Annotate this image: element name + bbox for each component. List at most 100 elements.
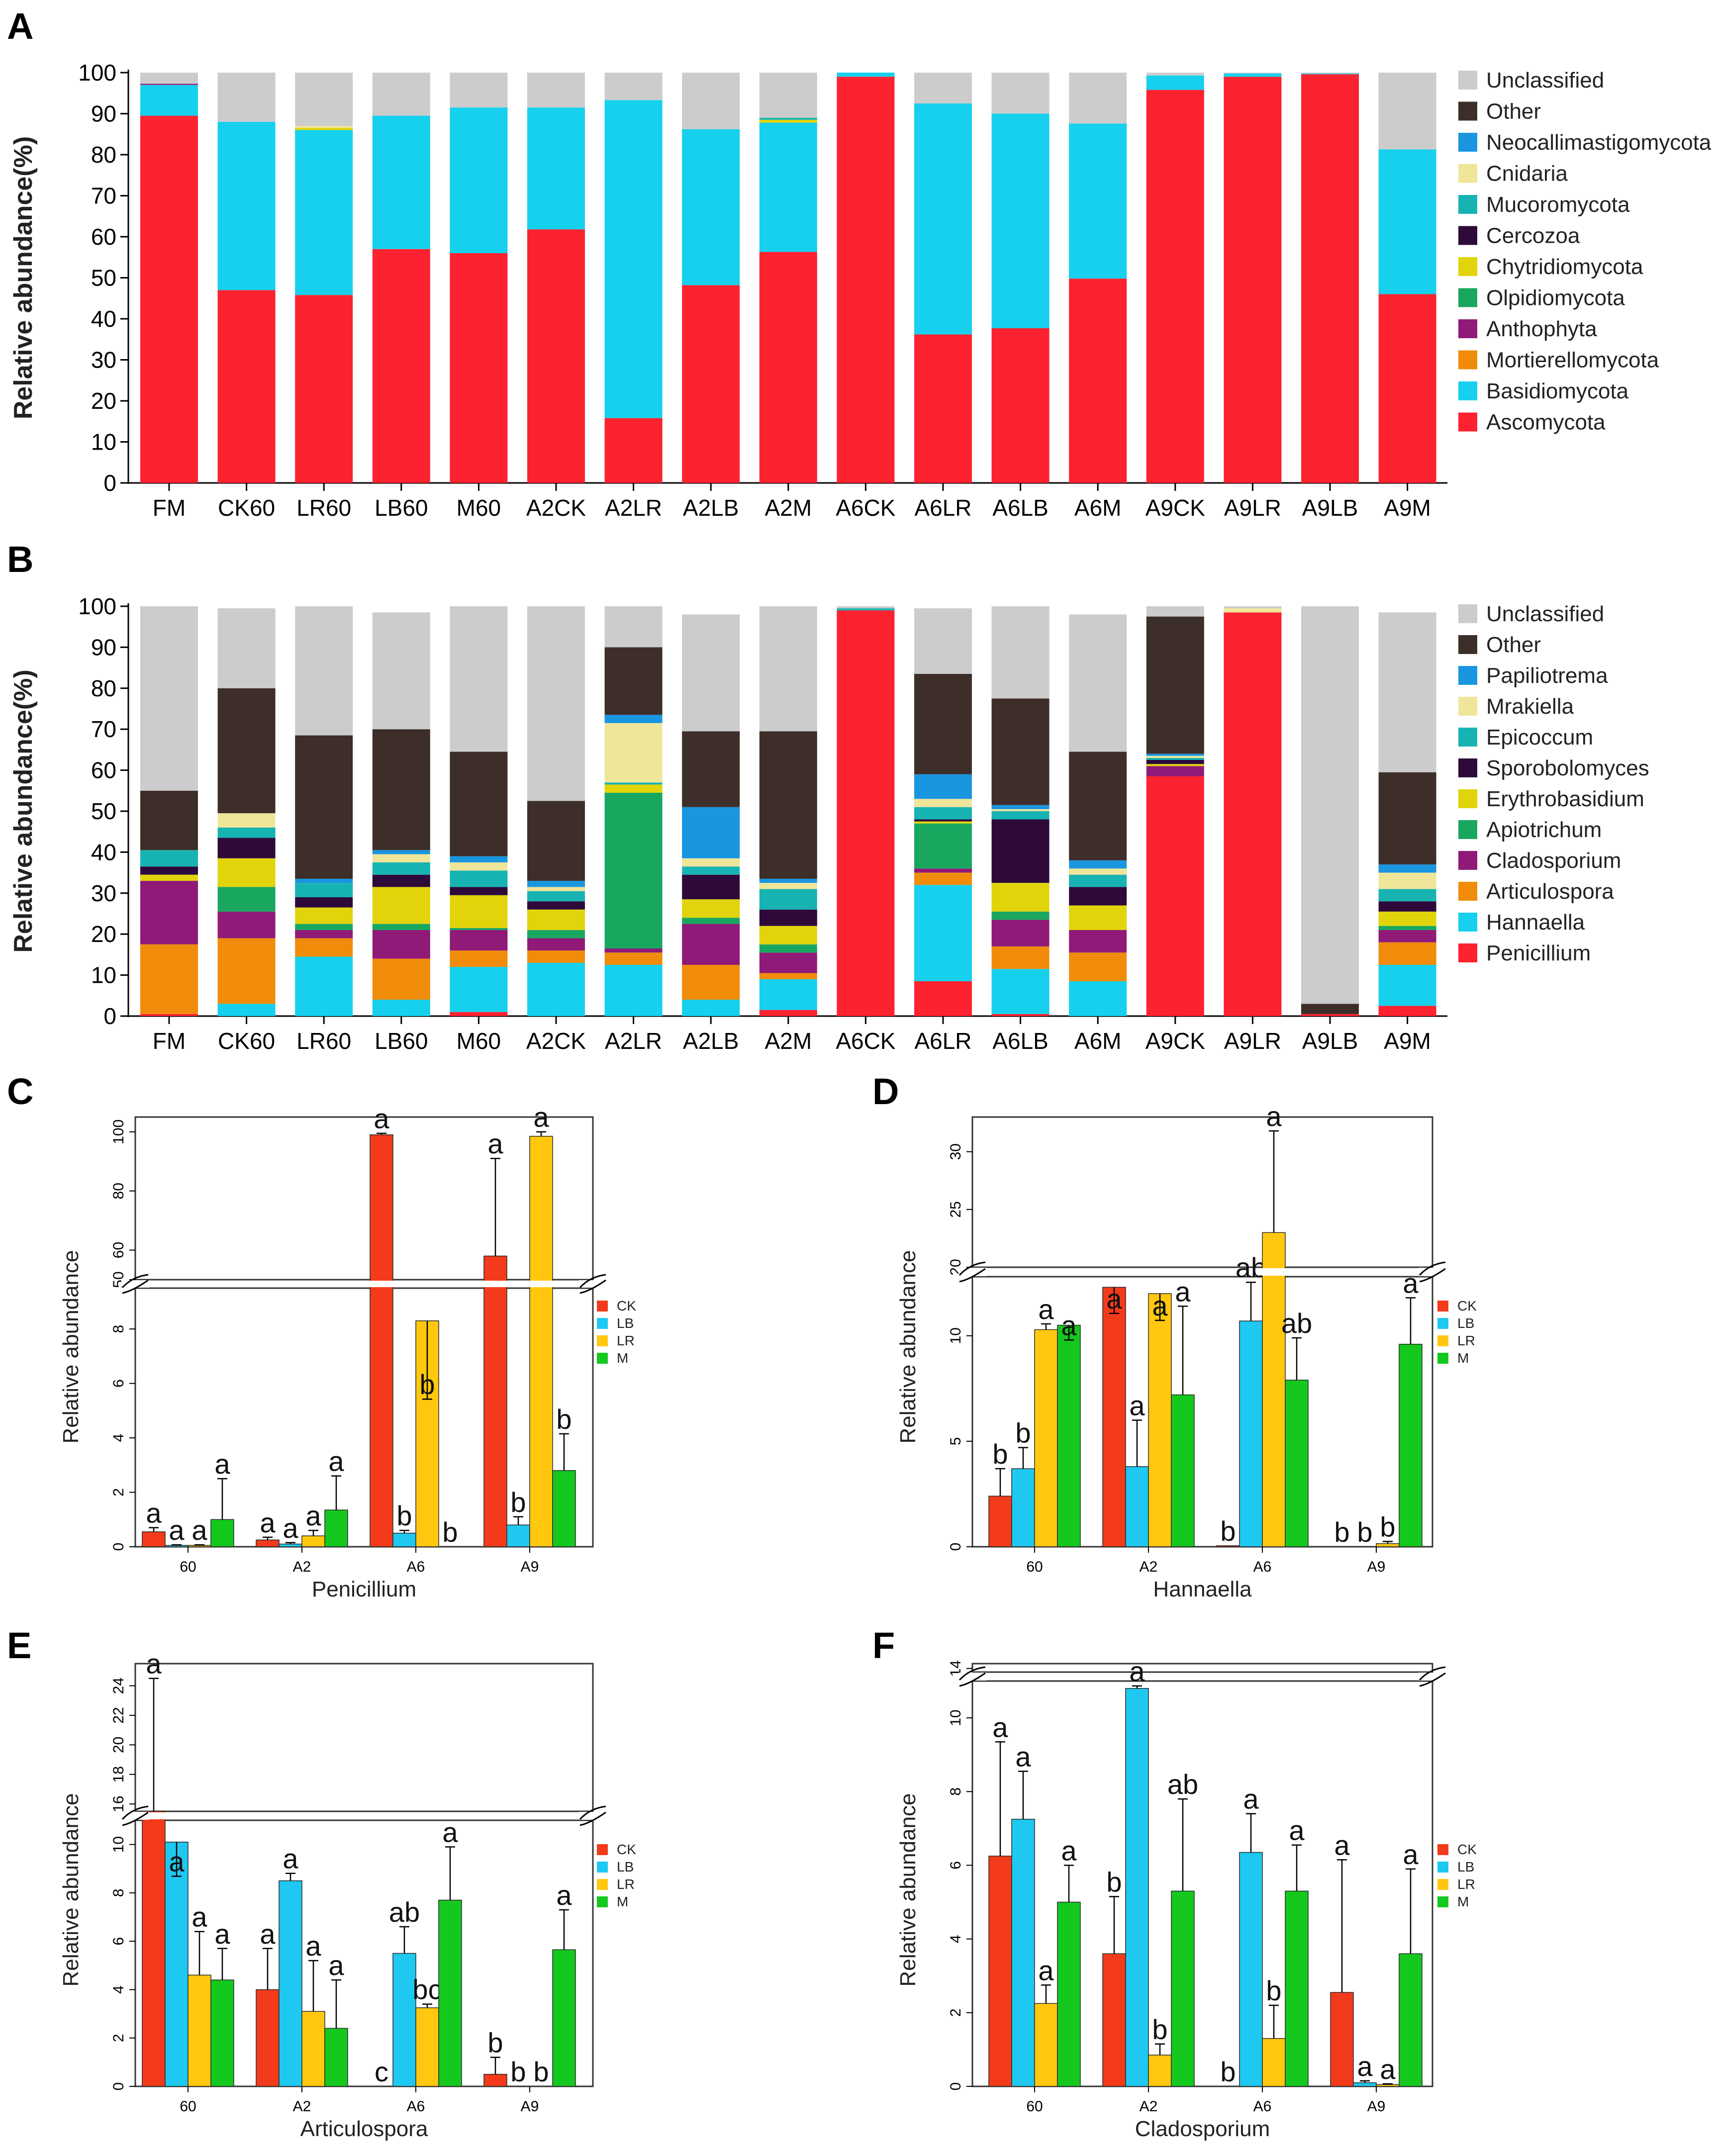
bar-segment-unclassified <box>1146 606 1204 617</box>
bar-segment-unclassified <box>372 73 430 116</box>
bar-segment-papiliotrema <box>527 881 585 887</box>
bar-segment-apiotrichum <box>914 823 972 869</box>
significance-letter: a <box>1038 1955 1054 1986</box>
bar-lr <box>1148 2055 1172 2087</box>
bar-segment-cladosporium <box>527 938 585 951</box>
bar-m <box>324 2028 348 2087</box>
bar-lb <box>165 1842 189 2087</box>
legend-swatch-unclassified <box>1458 604 1477 623</box>
legend-label: Cnidaria <box>1486 162 1568 186</box>
bar-segment-basidiomycota <box>450 107 508 253</box>
bar-m <box>1171 1890 1195 2087</box>
significance-letter: a <box>1061 1835 1077 1866</box>
x-tick-label: A2 <box>293 2098 311 2115</box>
bar-segment-papiliotrema <box>450 856 508 862</box>
x-tick-label: A6 <box>407 2098 425 2115</box>
panel-letter-A: A <box>7 5 33 47</box>
bar-segment-cnidaria <box>295 126 353 128</box>
bar-m <box>1171 1394 1195 1547</box>
bar-segment-basidiomycota <box>217 122 276 290</box>
bar-segment-unclassified <box>1069 73 1127 124</box>
legend-label: Articulospora <box>1486 879 1614 904</box>
bar-lb <box>1011 1468 1035 1547</box>
significance-letter: b <box>1220 1515 1236 1547</box>
x-tick-label: A2CK <box>526 495 586 521</box>
bar-segment-penicillium <box>140 1014 198 1016</box>
plot-frame-upper <box>134 1663 594 1812</box>
bar-m <box>1399 1953 1423 2087</box>
bar-segment-epicoccum <box>450 870 508 887</box>
y-tick-label: 24 <box>110 1678 127 1694</box>
significance-letter: a <box>1357 2051 1373 2082</box>
bar-segment-sporobolomyces <box>372 874 430 887</box>
bar-segment-apiotrichum <box>295 924 353 930</box>
legend-label: Hannaella <box>1486 910 1585 935</box>
significance-letter: a <box>1403 1267 1419 1299</box>
bar-segment-articulospora <box>295 938 353 957</box>
bar-segment-hannaella <box>372 1000 430 1016</box>
bar-segment-papiliotrema <box>295 878 353 883</box>
legend-label: CK <box>1457 1842 1477 1857</box>
legend-swatch-olpidiomycota <box>1458 288 1477 307</box>
panel-letter-F: F <box>872 1625 895 1666</box>
bar-segment-epicoccum <box>295 883 353 898</box>
bar-segment-articulospora <box>450 950 508 967</box>
panel-letter-E: E <box>7 1625 31 1666</box>
x-tick-label: LB60 <box>375 1028 428 1054</box>
significance-letter: b <box>1266 1975 1281 2006</box>
legend-swatch-lb <box>1437 1862 1448 1873</box>
x-axis-title: Articulospora <box>300 2117 428 2141</box>
bar-segment-apiotrichum <box>450 928 508 930</box>
legend-label: LB <box>617 1315 634 1331</box>
bar-segment-papiliotrema <box>914 774 972 799</box>
x-tick-label: 60 <box>180 2098 196 2115</box>
significance-letter: a <box>1403 1839 1419 1870</box>
legend-swatch-m <box>1437 1896 1448 1907</box>
y-tick-label: 100 <box>78 593 116 619</box>
bar-lr <box>188 1974 211 2087</box>
bar-segment-unclassified <box>914 73 972 103</box>
bar-segment-hannaella <box>914 885 972 981</box>
significance-letter: ab <box>1167 1769 1198 1800</box>
x-tick-label: A9M <box>1384 1028 1431 1054</box>
y-tick-label: 50 <box>91 798 116 824</box>
bar-segment-epicoccum <box>682 866 740 875</box>
legend-label: M <box>617 1350 628 1366</box>
y-tick-label: 40 <box>91 839 116 865</box>
x-tick-label: A2 <box>1140 2098 1158 2115</box>
y-tick-label: 6 <box>110 1937 127 1946</box>
bar-segment-erythrobasidium <box>1146 764 1204 766</box>
significance-letter: a <box>146 1648 162 1680</box>
y-tick-label: 60 <box>91 757 116 783</box>
legend-swatch-m <box>1437 1353 1448 1364</box>
y-tick-label: 8 <box>110 1889 127 1897</box>
bar-segment-erythrobasidium <box>1378 911 1436 926</box>
legend-label: LB <box>617 1859 634 1875</box>
legend-swatch-mucoromycota <box>1458 195 1477 214</box>
bar-segment-basidiomycota <box>1224 73 1282 77</box>
legend-swatch-articulospora <box>1458 882 1477 901</box>
panel-letter-B: B <box>7 539 33 580</box>
significance-letter: a <box>283 1843 298 1875</box>
x-tick-label: A9 <box>521 1559 539 1575</box>
bar-segment-ascomycota <box>527 229 585 483</box>
bar-segment-erythrobasidium <box>604 784 663 793</box>
significance-letter: c <box>375 2056 388 2087</box>
y-tick-label: 4 <box>110 1434 127 1442</box>
bar-segment-erythrobasidium <box>450 895 508 928</box>
legend-label: CK <box>617 1298 636 1313</box>
legend-label: Chytridiomycota <box>1486 255 1643 279</box>
bar-lb <box>392 1532 416 1547</box>
bar-segment-basidiomycota <box>295 130 353 295</box>
bar-m <box>1057 1324 1081 1547</box>
legend-label: Mortierellomycota <box>1486 348 1659 373</box>
significance-letter: b <box>1357 1516 1372 1548</box>
significance-letter: a <box>328 1950 344 1981</box>
legend-swatch-cladosporium <box>1458 851 1477 870</box>
bar-break-gap <box>483 1281 508 1287</box>
x-tick-label: A6M <box>1074 495 1122 521</box>
axis-break-mark <box>579 1811 606 1826</box>
bar-segment-unclassified <box>914 608 972 674</box>
legend-label: Mrakiella <box>1486 694 1574 719</box>
